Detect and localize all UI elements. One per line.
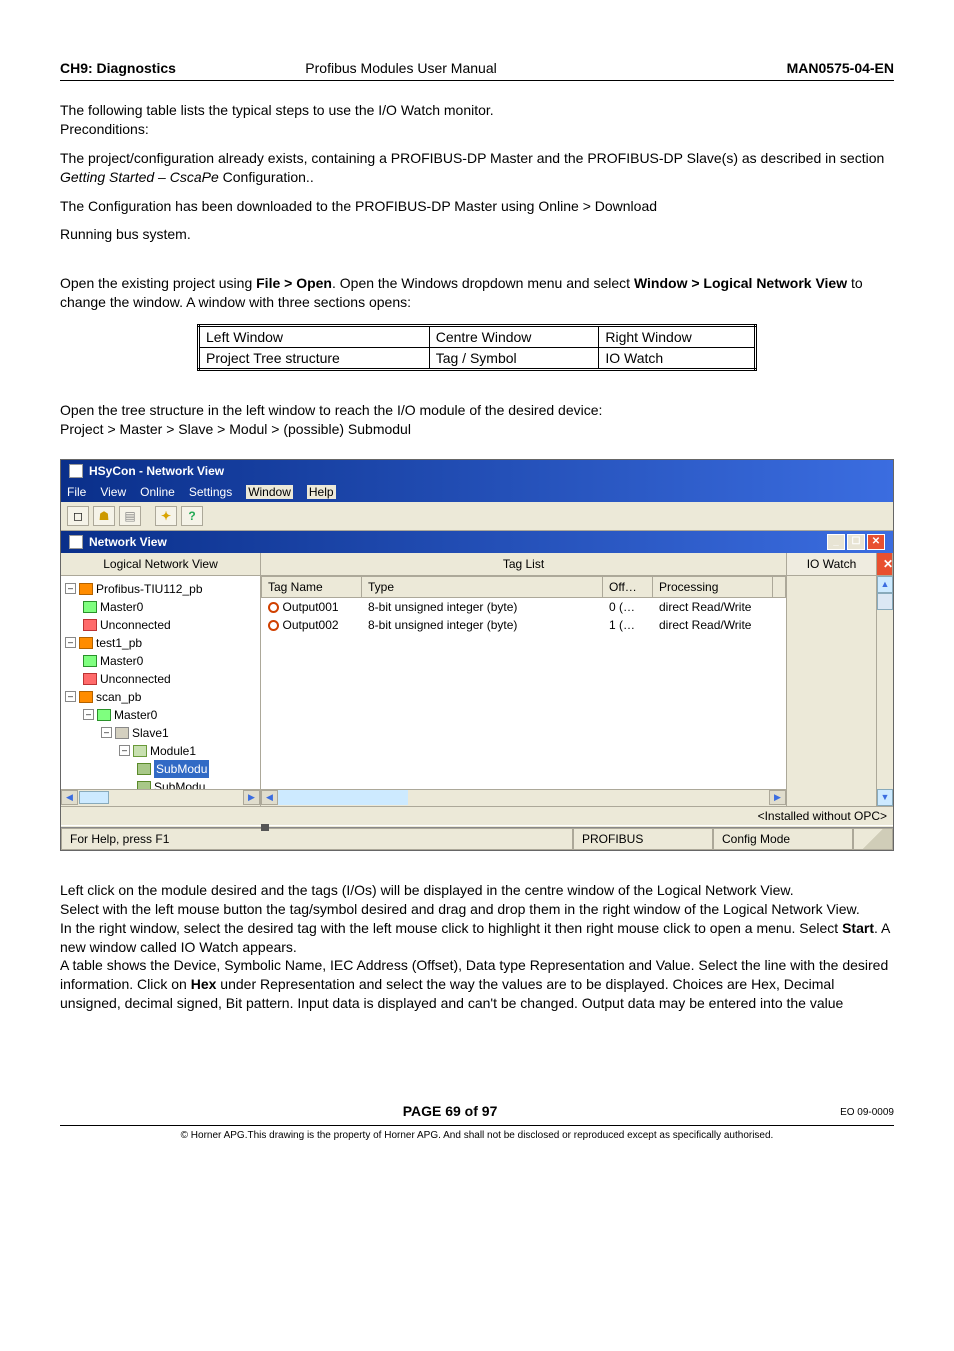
table-cell: Project Tree structure [199,348,430,370]
titlebar[interactable]: HSyCon - Network View [61,460,893,482]
tag-row[interactable]: Output002 8-bit unsigned integer (byte) … [262,616,786,634]
resize-grip-icon[interactable] [853,828,893,850]
precondition-1: The project/configuration already exists… [60,149,894,187]
tree-node[interactable]: –Master0 [65,706,256,724]
new-button[interactable]: ◻ [67,506,89,526]
tree-node[interactable]: –Slave1 [65,724,256,742]
panels: –Profibus-TIU112_pb Master0 Unconnected … [61,576,893,806]
precondition-2: The Configuration has been downloaded to… [60,197,894,216]
col-offset[interactable]: Off… [603,576,653,597]
chapter-label: CH9: Diagnostics [60,60,305,76]
window-sections-table: Left Window Centre Window Right Window P… [197,324,757,371]
header-tree: Logical Network View [61,553,261,575]
status-bus: PROFIBUS [573,828,713,850]
tag-table: Tag Name Type Off… Processing Output001 … [261,576,786,634]
page-footer: PAGE 69 of 97 EO 09-0009 © Horner APG.Th… [60,1103,894,1141]
save-button[interactable]: ▤ [119,506,141,526]
preconditions-label: Preconditions: [60,120,894,139]
page-number: PAGE 69 of 97 [403,1103,498,1119]
maximize-button[interactable]: ☐ [847,534,865,550]
menu-help[interactable]: Help [307,485,336,499]
app-icon [69,464,83,478]
menu-file[interactable]: File [67,485,86,499]
tree-node[interactable]: –test1_pb [65,634,256,652]
instruction-hex: A table shows the Device, Symbolic Name,… [60,956,894,1013]
opc-status: <Installed without OPC> [61,806,893,825]
page-header: CH9: Diagnostics Profibus Modules User M… [60,60,894,81]
tree-node[interactable]: Master0 [65,598,256,616]
tree-node[interactable]: –scan_pb [65,688,256,706]
table-cell: IO Watch [599,348,756,370]
tree-path: Project > Master > Slave > Modul > (poss… [60,420,894,439]
io-close-icon[interactable]: ✕ [877,553,893,575]
tree-node[interactable]: Unconnected [65,616,256,634]
col-spacer [773,576,786,597]
hsycon-window: HSyCon - Network View File View Online S… [60,459,894,851]
toolbar: ◻ ☗ ▤ ✦ ? [61,502,893,531]
window-title: HSyCon - Network View [89,464,224,478]
tag-panel: Tag Name Type Off… Processing Output001 … [261,576,787,806]
subwindow-titlebar[interactable]: Network View _ ☐ ✕ [61,531,893,553]
tree-panel: –Profibus-TIU112_pb Master0 Unconnected … [61,576,261,806]
scroll-right-icon[interactable]: ▶ [243,790,260,805]
tree-node[interactable]: Master0 [65,652,256,670]
close-button[interactable]: ✕ [867,534,885,550]
copyright: © Horner APG.This drawing is the propert… [60,1125,894,1141]
table-cell: Right Window [599,326,756,348]
table-cell: Centre Window [429,326,599,348]
instruction-dragdrop: Select with the left mouse button the ta… [60,900,894,919]
header-taglist: Tag List [261,553,787,575]
manual-title: Profibus Modules User Manual [305,60,648,76]
scroll-up-icon[interactable]: ▲ [877,576,893,593]
menu-online[interactable]: Online [140,485,175,499]
menu-view[interactable]: View [100,485,126,499]
instruction-start: In the right window, select the desired … [60,919,894,957]
tree-instruction-1: Open the tree structure in the left wind… [60,401,894,420]
scroll-thumb[interactable] [877,593,893,610]
col-type[interactable]: Type [362,576,603,597]
tree-node[interactable]: –Module1 [65,742,256,760]
io-watch-panel: ▲ ▼ [787,576,893,806]
table-cell: Tag / Symbol [429,348,599,370]
doc-id: MAN0575-04-EN [649,60,894,76]
col-processing[interactable]: Processing [653,576,773,597]
eo-number: EO 09-0009 [840,1107,894,1118]
tag-row[interactable]: Output001 8-bit unsigned integer (byte) … [262,597,786,616]
statusbar: For Help, press F1 PROFIBUS Config Mode [61,828,893,850]
scroll-left-icon[interactable]: ◀ [61,790,78,805]
tree-node[interactable]: Unconnected [65,670,256,688]
col-tagname[interactable]: Tag Name [262,576,362,597]
tree-scrollbar-h[interactable]: ◀ ▶ [61,789,260,806]
output-icon [268,602,279,613]
menu-window[interactable]: Window [246,485,293,499]
open-button[interactable]: ☗ [93,506,115,526]
header-iowatch: IO Watch [787,553,877,575]
help-button[interactable]: ? [181,506,203,526]
minimize-button[interactable]: _ [827,534,845,550]
instruction-leftclick: Left click on the module desired and the… [60,881,894,900]
wizard-button[interactable]: ✦ [155,506,177,526]
panel-headers: Logical Network View Tag List IO Watch ✕ [61,553,893,576]
status-mode: Config Mode [713,828,853,850]
table-cell: Left Window [199,326,430,348]
output-icon [268,620,279,631]
io-scrollbar-v[interactable]: ▲ ▼ [876,576,893,806]
status-help: For Help, press F1 [61,828,573,850]
scroll-down-icon[interactable]: ▼ [877,789,893,806]
tag-scrollbar-h[interactable]: ◀ ▶ [261,789,786,806]
splitter[interactable] [61,825,893,828]
tree-node[interactable]: –Profibus-TIU112_pb [65,580,256,598]
intro-line1: The following table lists the typical st… [60,101,894,120]
scroll-right-icon[interactable]: ▶ [769,790,786,805]
subwin-icon [69,535,83,549]
menubar: File View Online Settings Window Help [61,482,893,502]
tree-node-selected[interactable]: SubModu [65,760,256,778]
menu-settings[interactable]: Settings [189,485,232,499]
subwindow-title: Network View [89,535,167,549]
scroll-left-icon[interactable]: ◀ [261,790,278,805]
open-project-instruction: Open the existing project using File > O… [60,274,894,312]
precondition-3: Running bus system. [60,225,894,244]
